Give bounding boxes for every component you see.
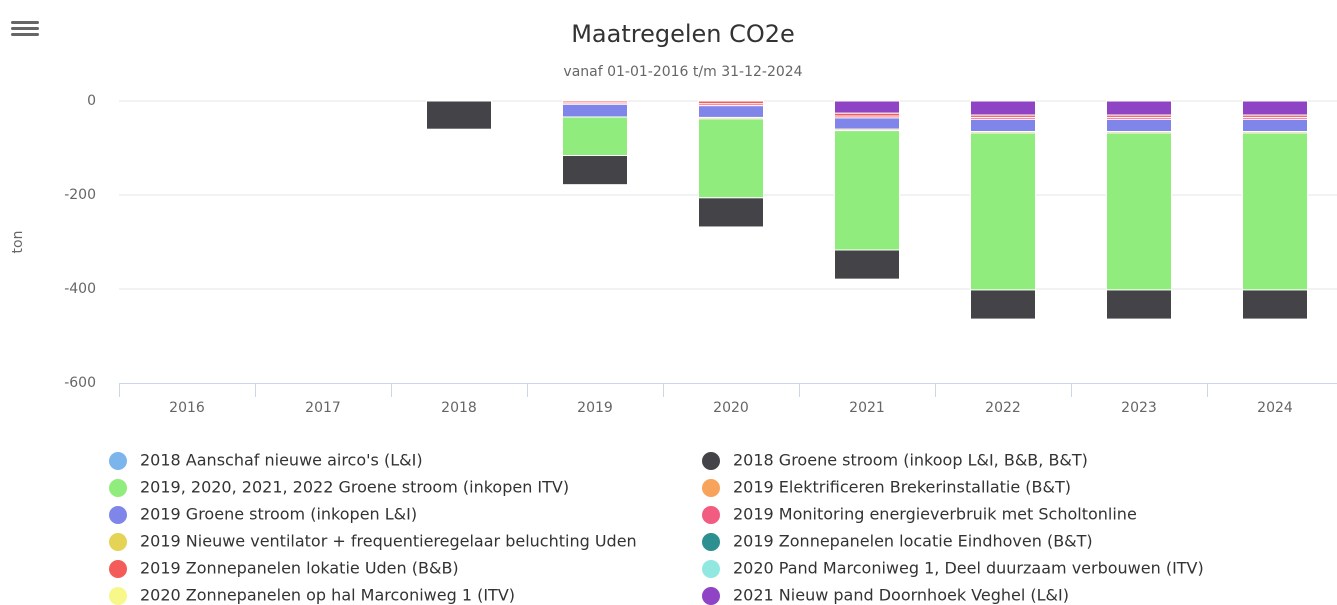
legend-marker [702, 587, 720, 605]
bar-segment [970, 100, 1036, 116]
x-tick-label: 2023 [1121, 400, 1157, 416]
y-tick-label: -600 [64, 375, 96, 391]
bar-segment [698, 118, 764, 199]
bar-segment [1242, 289, 1308, 320]
legend-marker [702, 479, 720, 497]
x-tick-label: 2021 [849, 400, 885, 416]
legend-marker [109, 452, 127, 470]
legend-label[interactable]: 2019 Zonnepanelen lokatie Uden (B&B) [140, 559, 459, 578]
x-tick-label: 2016 [169, 400, 205, 416]
bar-segment [834, 249, 900, 280]
legend-marker [109, 560, 127, 578]
bar-segment [970, 289, 1036, 320]
bar-segment [970, 132, 1036, 291]
bar-segment [834, 100, 900, 114]
legend-marker [702, 452, 720, 470]
bar-segment [834, 130, 900, 251]
legend-label[interactable]: 2019 Nieuwe ventilator + frequentieregel… [140, 532, 637, 551]
bar-segment [970, 118, 1036, 133]
legend-marker [702, 506, 720, 524]
y-tick-label: -400 [64, 281, 96, 297]
menu-bar [11, 21, 39, 24]
x-tick-label: 2019 [577, 400, 613, 416]
legend-marker [109, 506, 127, 524]
bar-segment [1106, 289, 1172, 320]
chart-subtitle: vanaf 01-01-2016 t/m 31-12-2024 [563, 64, 802, 80]
legend-label[interactable]: 2019 Zonnepanelen locatie Eindhoven (B&T… [733, 532, 1093, 551]
legend-label[interactable]: 2019 Groene stroom (inkopen L&I) [140, 505, 417, 524]
x-tick-label: 2022 [985, 400, 1021, 416]
bar-segment [562, 155, 628, 186]
legend-label[interactable]: 2019, 2020, 2021, 2022 Groene stroom (in… [140, 478, 569, 497]
legend-marker [109, 587, 127, 605]
bar-segment [1106, 100, 1172, 116]
legend-marker [109, 533, 127, 551]
menu-bar [11, 33, 39, 36]
bar-segment [1242, 132, 1308, 291]
y-tick-label: 0 [87, 93, 96, 109]
x-tick-label: 2020 [713, 400, 749, 416]
menu-bar [11, 27, 39, 30]
bar-segment [426, 100, 492, 130]
legend-label[interactable]: 2018 Aanschaf nieuwe airco's (L&I) [140, 451, 423, 470]
bar-segment [1242, 118, 1308, 133]
legend-label[interactable]: 2019 Monitoring energieverbruik met Scho… [733, 505, 1137, 524]
x-tick-label: 2024 [1257, 400, 1293, 416]
legend-marker [109, 479, 127, 497]
legend-label[interactable]: 2020 Zonnepanelen op hal Marconiweg 1 (I… [140, 586, 515, 605]
legend-label[interactable]: 2021 Nieuw pand Doornhoek Veghel (L&I) [733, 586, 1069, 605]
x-tick-label: 2017 [305, 400, 341, 416]
x-tick-label: 2018 [441, 400, 477, 416]
bar-segment [562, 116, 628, 157]
y-axis-label: ton [10, 231, 26, 254]
legend-label[interactable]: 2018 Groene stroom (inkoop L&I, B&B, B&T… [733, 451, 1088, 470]
legend-label[interactable]: 2020 Pand Marconiweg 1, Deel duurzaam ve… [733, 559, 1204, 578]
legend-marker [702, 560, 720, 578]
legend-label[interactable]: 2019 Elektrificeren Brekerinstallatie (B… [733, 478, 1071, 497]
bar-segment [834, 117, 900, 130]
legend-marker [702, 533, 720, 551]
chart-title: Maatregelen CO2e [571, 20, 795, 48]
bar-segment [1106, 118, 1172, 133]
bar-segment [1106, 132, 1172, 291]
y-tick-label: -200 [64, 187, 96, 203]
bar-segment [698, 197, 764, 228]
bar-segment [1242, 100, 1308, 116]
menu-button[interactable] [11, 21, 39, 36]
bar-segment [562, 103, 628, 118]
bar-segment [698, 105, 764, 118]
